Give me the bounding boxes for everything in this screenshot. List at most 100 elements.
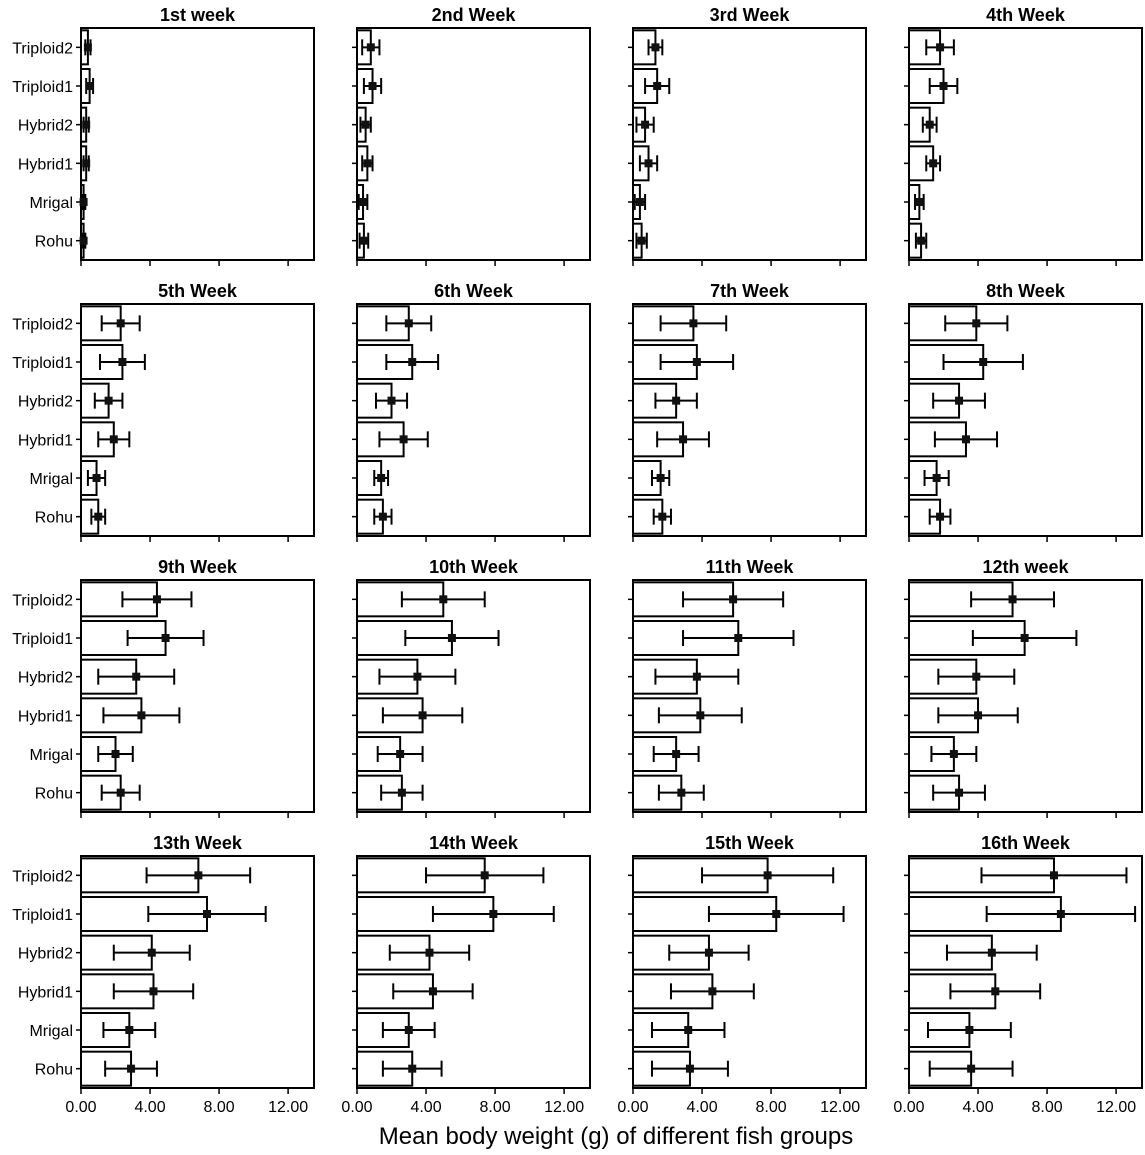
panel-title: 4th Week [986, 5, 1066, 25]
category-label: Triploid2 [12, 316, 73, 333]
panel-title: 5th Week [158, 281, 238, 301]
x-tick-label: 4.00 [962, 1099, 993, 1116]
mean-point [677, 788, 686, 797]
mean-point [692, 358, 701, 366]
plot-frame [80, 855, 315, 1089]
panel-14: 14th Week 0.00 4.00 8.00 12.00 [341, 833, 591, 1116]
plot-frame [356, 855, 591, 1089]
x-tick-label: 8.00 [756, 1099, 787, 1116]
x-tick-label: 12.00 [544, 1099, 584, 1116]
mean-point [1008, 595, 1017, 604]
panel-title: 3rd Week [710, 5, 791, 25]
category-label: Hybrid1 [18, 708, 73, 725]
panel-11: 11th Week [628, 557, 867, 818]
category-label: Rohu [35, 234, 73, 251]
x-tick-label: 0.00 [617, 1099, 648, 1116]
mean-point [929, 159, 938, 168]
x-tick-label: 8.00 [480, 1099, 511, 1116]
mean-point [917, 236, 926, 245]
x-tick-label: 8.00 [1032, 1099, 1063, 1116]
mean-point [137, 711, 146, 720]
plot-frame [632, 855, 867, 1089]
plot-frame [80, 579, 315, 813]
mean-point [428, 987, 437, 996]
category-label: Rohu [35, 786, 73, 803]
mean-point [480, 871, 489, 880]
panel-5: 5th Week Triploid2 Triploid1 Hybrid2 Hybrid1… [12, 281, 315, 542]
category-label: Hybrid1 [18, 432, 73, 449]
mean-point [404, 319, 413, 328]
mean-point [118, 358, 127, 366]
mean-point [684, 1026, 693, 1034]
plot-frame [632, 303, 867, 537]
plot-frame [80, 27, 315, 261]
mean-point [116, 788, 125, 797]
mean-point [194, 871, 203, 880]
mean-point [418, 711, 427, 720]
panel-title: 16th Week [981, 833, 1071, 853]
mean-point [708, 987, 717, 996]
mean-point [127, 1064, 136, 1073]
mean-point [83, 43, 92, 52]
mean-point [408, 358, 417, 366]
category-label: Triploid1 [12, 907, 73, 924]
mean-point [972, 672, 981, 681]
mean-point [366, 43, 375, 52]
panel-2: 2nd Week [352, 5, 591, 266]
panel-title: 2nd Week [432, 5, 517, 25]
mean-point [734, 634, 743, 642]
mean-point [925, 120, 934, 129]
category-label: Mrigal [29, 471, 73, 488]
panel-title: 7th Week [710, 281, 790, 301]
mean-point [82, 159, 91, 168]
mean-point [658, 512, 667, 521]
x-tick-label: 4.00 [410, 1099, 441, 1116]
mean-point [1020, 634, 1029, 642]
x-tick-label: 8.00 [204, 1099, 235, 1116]
panel-9: 9th Week Triploid2 Triploid1 Hybrid2 Hybrid1… [12, 557, 315, 818]
mean-point [955, 788, 964, 797]
mean-point [359, 198, 368, 206]
x-tick-label: 4.00 [686, 1099, 717, 1116]
mean-point [94, 512, 103, 521]
panel-1: 1st week Triploid2 Triploid1 Hybrid2 Hybrid1… [12, 5, 315, 266]
mean-point [79, 198, 88, 206]
mean-point [104, 396, 113, 405]
panel-10: 10th Week [352, 557, 591, 818]
panel-title: 11th Week [706, 557, 795, 577]
mean-point [644, 159, 653, 168]
mean-point [936, 43, 945, 52]
mean-point [363, 159, 372, 168]
mean-point [202, 910, 211, 918]
mean-point [132, 672, 141, 681]
mean-point [109, 435, 118, 444]
mean-point [949, 750, 958, 758]
panel-title: 10th Week [429, 557, 519, 577]
panel-15: 15th Week 0.00 4.00 8.00 12.00 [617, 833, 867, 1116]
mean-point [689, 319, 698, 328]
mean-point [974, 711, 983, 720]
mean-point [637, 236, 646, 245]
mean-point [447, 634, 456, 642]
mean-point [396, 750, 405, 758]
mean-point [967, 1064, 976, 1073]
mean-point [704, 948, 713, 957]
mean-point [987, 948, 996, 957]
panel-title: 13th Week [153, 833, 243, 853]
mean-point [939, 82, 948, 90]
mean-point [116, 319, 125, 328]
mean-point [979, 358, 988, 366]
plot-frame [908, 27, 1143, 261]
category-label: Hybrid2 [18, 946, 73, 963]
mean-point [399, 435, 408, 444]
plot-frame [632, 579, 867, 813]
x-tick-label: 0.00 [893, 1099, 924, 1116]
mean-point [378, 512, 387, 521]
plot-frame [80, 303, 315, 537]
panel-title: 8th Week [986, 281, 1066, 301]
mean-point [972, 319, 981, 328]
mean-point [149, 987, 158, 996]
mean-point [79, 236, 88, 245]
